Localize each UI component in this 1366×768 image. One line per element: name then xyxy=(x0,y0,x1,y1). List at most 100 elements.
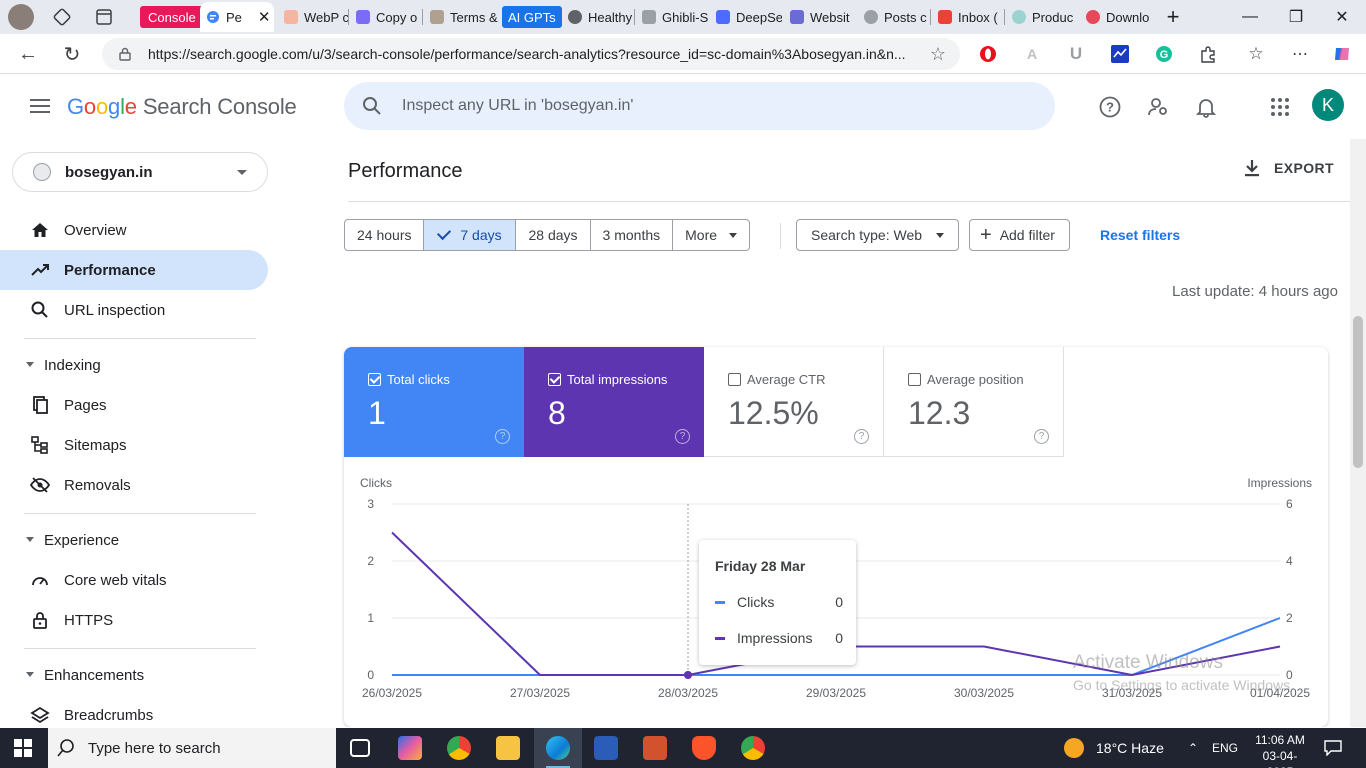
maximize-button[interactable]: ❐ xyxy=(1288,9,1304,26)
analytics-extension-icon[interactable] xyxy=(1110,44,1130,64)
metric-total-clicks[interactable]: Total clicks 1 ? xyxy=(344,347,524,457)
edge-taskbar-icon[interactable] xyxy=(546,736,570,760)
grammarly-extension-icon[interactable]: G xyxy=(1154,44,1174,64)
tab-website[interactable]: Websit xyxy=(784,2,858,32)
extensions-puzzle-icon[interactable] xyxy=(1198,44,1218,64)
language-indicator[interactable]: ENG xyxy=(1212,728,1238,768)
sidebar-item-label: Sitemaps xyxy=(64,436,127,454)
tab-deepseek[interactable]: DeepSe xyxy=(710,2,782,32)
help-icon[interactable]: ? xyxy=(675,429,690,444)
reset-filters-link[interactable]: Reset filters xyxy=(1100,227,1181,243)
more-menu-icon[interactable]: ⋯ xyxy=(1292,46,1308,63)
notification-center-icon[interactable] xyxy=(1324,728,1342,768)
export-button[interactable]: EXPORT xyxy=(1244,159,1334,177)
close-tab-icon[interactable]: ✕ xyxy=(257,9,271,26)
add-filter-button[interactable]: + Add filter xyxy=(969,219,1070,251)
sidebar-item-label: Removals xyxy=(64,476,131,494)
tab-terms[interactable]: Terms & xyxy=(424,2,498,32)
main-menu-icon[interactable] xyxy=(30,99,50,113)
checkbox-checked-icon[interactable] xyxy=(368,373,381,386)
extension-u-icon[interactable]: U xyxy=(1069,44,1083,63)
tab-ai-gpts[interactable]: AI GPTs xyxy=(502,6,562,28)
sidebar-item-pages[interactable]: Pages xyxy=(0,385,268,425)
tab-webp[interactable]: WebP c xyxy=(278,2,348,32)
help-icon[interactable]: ? xyxy=(1098,95,1122,119)
date-range-3-months[interactable]: 3 months xyxy=(591,220,674,250)
favorite-star-icon[interactable]: ☆ xyxy=(929,44,946,64)
help-icon[interactable]: ? xyxy=(854,429,869,444)
sidebar-item-overview[interactable]: Overview xyxy=(0,210,268,250)
manage-users-icon[interactable] xyxy=(1146,95,1170,119)
metric-average-ctr[interactable]: Average CTR 12.5% ? xyxy=(704,347,884,457)
checkbox-checked-icon[interactable] xyxy=(548,373,561,386)
metric-total-impressions[interactable]: Total impressions 8 ? xyxy=(524,347,704,457)
new-tab-button[interactable]: + xyxy=(1166,4,1180,29)
page-scrollbar[interactable] xyxy=(1350,139,1366,727)
search-type-dropdown[interactable]: Search type: Web xyxy=(796,219,960,251)
url-inspection-search[interactable] xyxy=(344,82,1055,130)
sidebar-section-enhancements[interactable]: Enhancements xyxy=(0,657,268,693)
chrome-taskbar-icon[interactable] xyxy=(447,736,471,760)
help-icon[interactable]: ? xyxy=(495,429,510,444)
tab-performance-active[interactable]: Pe ✕ xyxy=(200,2,274,32)
inspect-url-input[interactable] xyxy=(402,97,1002,115)
date-range-24-hours[interactable]: 24 hours xyxy=(345,220,425,250)
chrome-profile-taskbar-icon[interactable] xyxy=(741,736,765,760)
minimize-button[interactable]: — xyxy=(1242,8,1258,25)
sidebar-item-removals[interactable]: Removals xyxy=(0,465,268,505)
search-console-logo[interactable]: Google Search Console xyxy=(67,94,297,120)
task-view-icon[interactable] xyxy=(350,739,370,757)
date-range-7-days[interactable]: 7 days xyxy=(424,220,517,250)
reload-button[interactable]: ↻ xyxy=(63,43,81,66)
favorites-icon[interactable]: ☆ xyxy=(1248,44,1264,63)
sidebar-item-sitemaps[interactable]: Sitemaps xyxy=(0,425,268,465)
taskbar-search-box[interactable]: Type here to search xyxy=(48,728,336,768)
site-info-icon[interactable] xyxy=(118,47,132,61)
checkbox-unchecked-icon[interactable] xyxy=(908,373,921,386)
sidebar-item-core-web-vitals[interactable]: Core web vitals xyxy=(0,560,268,600)
tab-actions-icon[interactable] xyxy=(95,8,113,26)
sidebar-section-indexing[interactable]: Indexing xyxy=(0,347,268,383)
property-selector[interactable]: bosegyan.in xyxy=(12,152,268,192)
tab-product[interactable]: Produc xyxy=(1006,2,1078,32)
tab-download[interactable]: Downlo xyxy=(1080,2,1150,32)
sidebar-item-performance[interactable]: Performance xyxy=(0,250,268,290)
tab-healthy[interactable]: Healthy xyxy=(562,2,634,32)
back-button[interactable]: ← xyxy=(18,42,38,65)
tab-copy[interactable]: Copy o xyxy=(350,2,422,32)
date-range-more[interactable]: More xyxy=(673,220,749,250)
sidebar-item-https[interactable]: HTTPS xyxy=(0,600,268,640)
account-avatar[interactable]: K xyxy=(1312,89,1344,121)
checkbox-unchecked-icon[interactable] xyxy=(728,373,741,386)
close-window-button[interactable]: ✕ xyxy=(1335,9,1349,26)
workspaces-icon[interactable] xyxy=(53,8,71,26)
sidebar-section-experience[interactable]: Experience xyxy=(0,522,268,558)
url-field[interactable]: https://search.google.com/u/3/search-con… xyxy=(102,38,960,70)
tab-console[interactable]: Console xyxy=(140,6,204,28)
date-range-28-days[interactable]: 28 days xyxy=(516,220,591,250)
sidebar-item-breadcrumbs[interactable]: Breadcrumbs xyxy=(0,695,268,727)
copilot-icon[interactable] xyxy=(1332,44,1352,64)
copilot-taskbar-icon[interactable] xyxy=(398,736,422,760)
word-taskbar-icon[interactable] xyxy=(594,736,618,760)
extension-a-icon[interactable]: A xyxy=(1026,46,1038,62)
url-text[interactable]: https://search.google.com/u/3/search-con… xyxy=(148,46,906,62)
opera-extension-icon[interactable] xyxy=(978,44,998,64)
apps-grid-icon[interactable] xyxy=(1268,95,1292,119)
windows-start-icon[interactable] xyxy=(14,739,32,757)
sidebar-item-url-inspection[interactable]: URL inspection xyxy=(0,290,268,330)
tab-inbox[interactable]: Inbox ( xyxy=(932,2,1004,32)
browser-profile-avatar[interactable] xyxy=(8,4,34,30)
metric-average-position[interactable]: Average position 12.3 ? xyxy=(884,347,1064,457)
tab-ghibli[interactable]: Ghibli-S xyxy=(636,2,708,32)
tray-chevron-up-icon[interactable]: ⌃ xyxy=(1188,741,1199,755)
help-icon[interactable]: ? xyxy=(1034,429,1049,444)
notifications-bell-icon[interactable] xyxy=(1194,95,1218,119)
scrollbar-thumb[interactable] xyxy=(1353,316,1363,468)
tab-posts[interactable]: Posts c xyxy=(858,2,930,32)
brave-taskbar-icon[interactable] xyxy=(692,736,716,760)
weather-widget[interactable]: 18°C Haze xyxy=(1064,728,1164,768)
system-clock[interactable]: 11:06 AM 03-04-2025 xyxy=(1250,732,1310,768)
powerpoint-taskbar-icon[interactable] xyxy=(643,736,667,760)
file-explorer-icon[interactable] xyxy=(496,736,520,760)
